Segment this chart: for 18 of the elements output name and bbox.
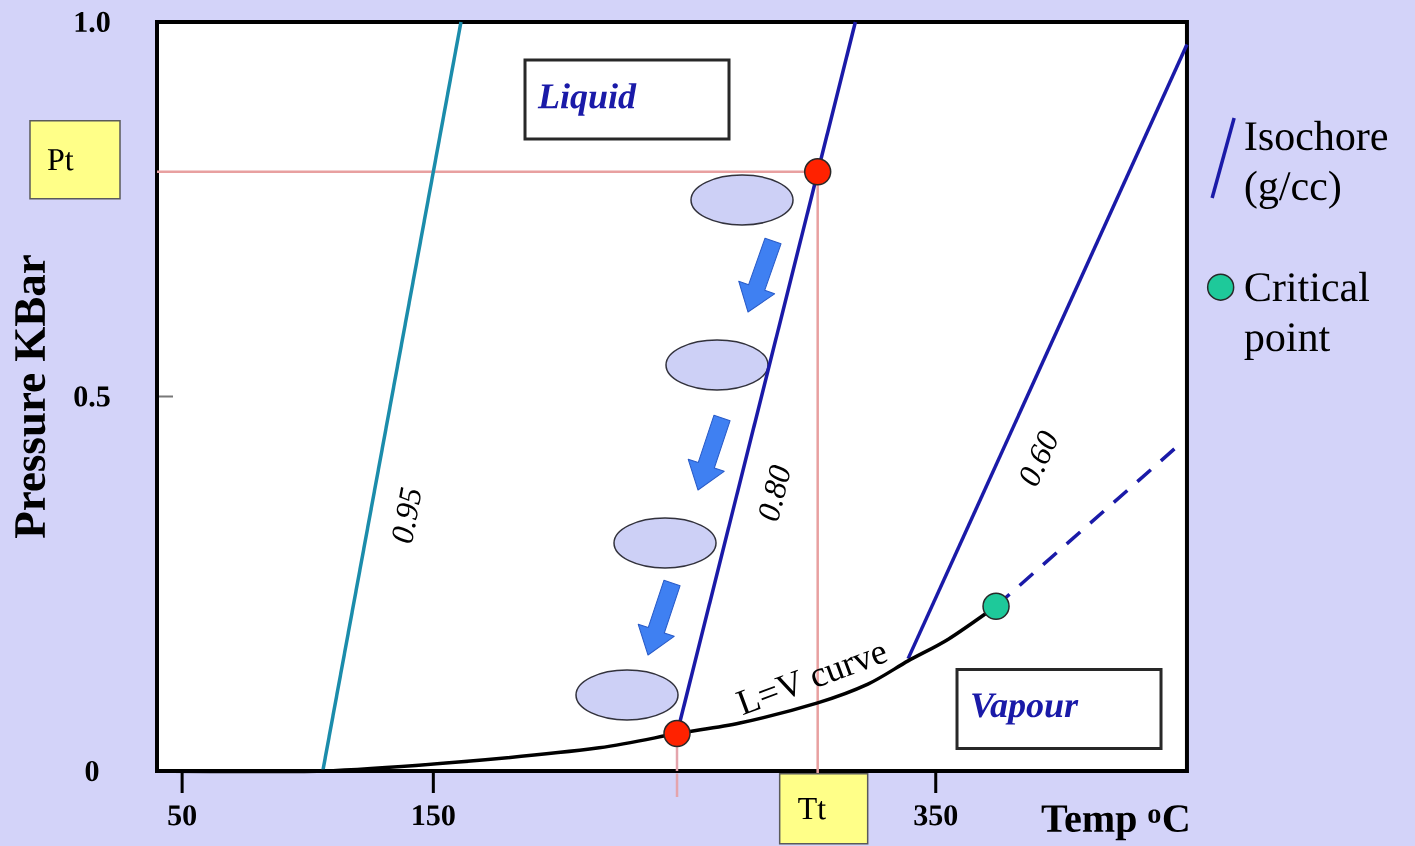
- text: 0.95: [392, 486, 421, 543]
- text: L=V curve: [735, 646, 888, 716]
- text: 0.80: [759, 465, 790, 521]
- y-tick-label: 0: [85, 760, 99, 782]
- y-tick-label: 0.5: [74, 386, 110, 407]
- y-axis-title: Pressure KBar: [15, 255, 46, 538]
- x-tick-label: 150: [413, 805, 455, 826]
- text: Isochore (g/cc): [1245, 120, 1388, 209]
- x-tick-label: 350: [914, 805, 958, 826]
- legend-label: Critical point: [1244, 271, 1370, 360]
- x-axis-title: Temp $^{o}$C: [1041, 805, 1188, 841]
- ref-line-label: Pt: [47, 149, 74, 171]
- y-tick-label: 1.0: [75, 11, 110, 33]
- text: 0.60: [1020, 430, 1057, 486]
- ref-line-label: Tt: [798, 798, 826, 820]
- annotation: Vapour: [972, 693, 1079, 725]
- annotation: Liquid: [537, 83, 637, 116]
- x-tick-label: 50: [168, 805, 196, 826]
